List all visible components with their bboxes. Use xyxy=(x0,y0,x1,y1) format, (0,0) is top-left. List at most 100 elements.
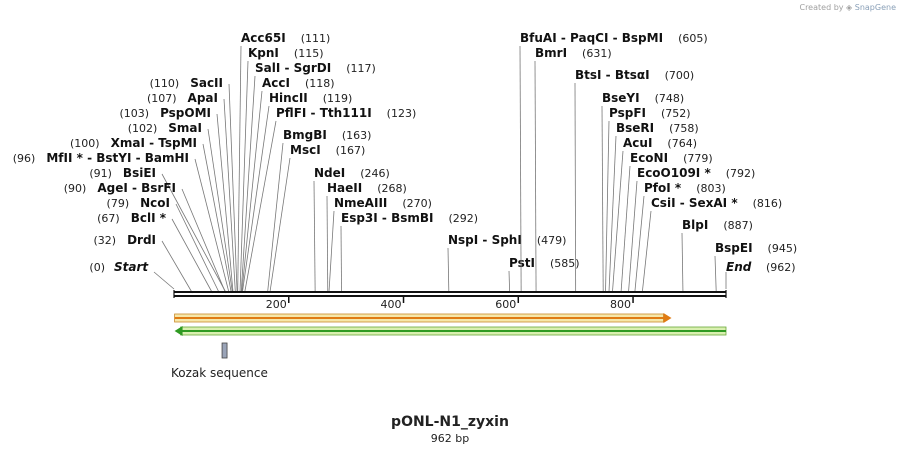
site-position: (779) xyxy=(683,152,713,165)
site-smai: SmaI (102) xyxy=(128,121,233,294)
site-mfii-bstyi-bamhi: MfII * - BstYI - BamHI (96) xyxy=(13,151,230,294)
site-sacii: SacII (110) xyxy=(150,76,238,294)
site-position: (792) xyxy=(726,167,756,180)
start-connector xyxy=(153,271,175,290)
site-name: XmaI - TspMI xyxy=(111,136,197,150)
site-pfoi: PfoI * (803) xyxy=(634,181,726,294)
site-position: (268) xyxy=(377,182,407,195)
site-name: EcoO109I * xyxy=(637,166,711,180)
site-connector xyxy=(241,90,263,294)
site-connector xyxy=(605,120,610,294)
site-name: AcuI xyxy=(623,136,652,150)
site-acc65i: Acc65I (111) xyxy=(237,31,330,294)
site-connector xyxy=(228,83,238,294)
site-name: HaeII xyxy=(327,181,362,195)
site-nmeaiii: NmeAIII (270) xyxy=(328,196,432,294)
site-position: (32) xyxy=(93,234,116,247)
site-position: (700) xyxy=(665,69,695,82)
tick-label-800: 800 xyxy=(610,298,631,311)
feature-forward-arrowhead xyxy=(663,313,672,323)
site-connector xyxy=(269,157,291,294)
site-connector xyxy=(641,210,652,294)
site-name: BseYI xyxy=(602,91,640,105)
site-position: (90) xyxy=(64,182,87,195)
site-blpi: BlpI (887) xyxy=(681,218,753,294)
credit-prefix: Created by xyxy=(799,3,844,12)
site-ncoi: NcoI (79) xyxy=(107,196,220,294)
site-apai: ApaI (107) xyxy=(147,91,236,294)
site-name: BclI * xyxy=(131,211,167,225)
site-connector xyxy=(508,270,511,294)
site-name: KpnI xyxy=(248,46,279,60)
site-msci: MscI (167) xyxy=(269,143,366,294)
site-name: PstI xyxy=(509,256,535,270)
site-ndei: NdeI (246) xyxy=(313,166,390,294)
site-name: PfoI * xyxy=(644,181,682,195)
site-name: Esp3I - BsmBI xyxy=(341,211,433,225)
end-label: End xyxy=(726,260,752,274)
site-connector xyxy=(519,45,522,294)
site-name: BlpI xyxy=(682,218,708,232)
site-psti: PstI (585) xyxy=(508,256,580,294)
site-name: HincII xyxy=(269,91,308,105)
site-position: (123) xyxy=(387,107,417,120)
site-position: (167) xyxy=(336,144,366,157)
site-name: NmeAIII xyxy=(334,196,387,210)
site-position: (119) xyxy=(323,92,353,105)
site-name: PspOMI xyxy=(160,106,211,120)
site-bspei: BspEI (945) xyxy=(714,241,797,294)
site-position: (79) xyxy=(107,197,130,210)
site-agei-bsrfi: AgeI - BsrFI (90) xyxy=(64,181,227,294)
site-position: (803) xyxy=(696,182,726,195)
site-position: (163) xyxy=(342,129,372,142)
site-connector xyxy=(328,210,335,294)
site-bsiei: BsiEI (91) xyxy=(89,166,227,294)
site-name: AccI xyxy=(262,76,290,90)
site-name: MscI xyxy=(290,143,321,157)
site-position: (91) xyxy=(89,167,112,180)
credit: Created by ◈ SnapGene xyxy=(799,3,896,12)
site-connector xyxy=(608,135,617,294)
site-bcli: BclI * (67) xyxy=(97,211,213,294)
site-pspfi: PspFI (752) xyxy=(605,106,691,294)
site-bmgbi: BmgBI (163) xyxy=(267,128,372,294)
kozak-feature-box xyxy=(221,342,228,359)
tick-label-400: 400 xyxy=(381,298,402,311)
site-name: NdeI xyxy=(314,166,345,180)
credit-brand: SnapGene xyxy=(854,3,896,12)
site-drdi: DrdI (32) xyxy=(93,233,193,294)
site-name: SalI - SgrDI xyxy=(255,61,331,75)
site-name: BmgBI xyxy=(283,128,327,142)
site-name: BseRI xyxy=(616,121,654,135)
site-bseyi: BseYI (748) xyxy=(601,91,684,294)
site-connector xyxy=(326,195,329,294)
site-position: (816) xyxy=(753,197,783,210)
site-connector xyxy=(171,218,213,294)
site-name: SmaI xyxy=(168,121,202,135)
site-connector xyxy=(714,255,717,294)
site-name: CsiI - SexAI * xyxy=(651,196,738,210)
site-name: NspI - SphI xyxy=(448,233,522,247)
site-position: (752) xyxy=(661,107,691,120)
site-connector xyxy=(447,247,450,294)
site-csii-sexai: CsiI - SexAI * (816) xyxy=(641,196,783,294)
start-position: (0) xyxy=(89,261,105,274)
site-bfuai-paqci-bspmi: BfuAI - PaqCI - BspMI (605) xyxy=(519,31,708,294)
site-name: BfuAI - PaqCI - BspMI xyxy=(520,31,663,45)
site-position: (96) xyxy=(13,152,36,165)
site-pflfi-tth111i: PflFI - Tth111I (123) xyxy=(244,106,417,294)
site-connector xyxy=(241,105,270,294)
site-position: (764) xyxy=(667,137,697,150)
site-pspomi: PspOMI (103) xyxy=(119,106,234,294)
backbone-bottom-strand xyxy=(174,295,726,297)
site-connector xyxy=(207,128,233,294)
site-connector xyxy=(601,105,604,294)
site-position: (107) xyxy=(147,92,177,105)
snapgene-logo-icon: ◈ xyxy=(846,3,853,12)
site-connector xyxy=(216,113,234,294)
site-name: DrdI xyxy=(127,233,156,247)
site-position: (100) xyxy=(70,137,100,150)
site-connector xyxy=(340,225,342,294)
site-position: (758) xyxy=(669,122,699,135)
